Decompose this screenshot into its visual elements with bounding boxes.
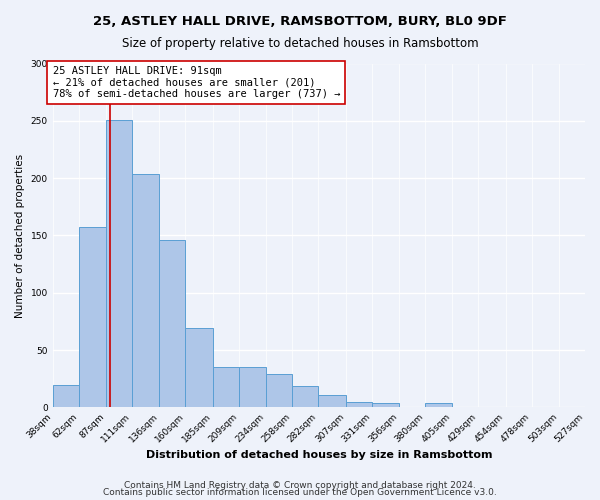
Bar [346, 402, 371, 407]
Bar [53, 384, 79, 407]
Bar [425, 403, 452, 407]
Bar [160, 240, 185, 408]
Text: 25 ASTLEY HALL DRIVE: 91sqm
← 21% of detached houses are smaller (201)
78% of se: 25 ASTLEY HALL DRIVE: 91sqm ← 21% of det… [53, 66, 340, 99]
X-axis label: Distribution of detached houses by size in Ramsbottom: Distribution of detached houses by size … [146, 450, 492, 460]
Bar [212, 368, 239, 408]
Text: 25, ASTLEY HALL DRIVE, RAMSBOTTOM, BURY, BL0 9DF: 25, ASTLEY HALL DRIVE, RAMSBOTTOM, BURY,… [93, 15, 507, 28]
Bar [371, 403, 399, 407]
Bar [132, 174, 160, 408]
Text: Contains HM Land Registry data © Crown copyright and database right 2024.: Contains HM Land Registry data © Crown c… [124, 480, 476, 490]
Y-axis label: Number of detached properties: Number of detached properties [15, 154, 25, 318]
Bar [292, 386, 318, 407]
Bar [79, 228, 106, 408]
Bar [266, 374, 292, 408]
Text: Contains public sector information licensed under the Open Government Licence v3: Contains public sector information licen… [103, 488, 497, 497]
Text: Size of property relative to detached houses in Ramsbottom: Size of property relative to detached ho… [122, 38, 478, 51]
Bar [185, 328, 212, 407]
Bar [318, 395, 346, 407]
Bar [239, 368, 266, 408]
Bar [106, 120, 132, 408]
